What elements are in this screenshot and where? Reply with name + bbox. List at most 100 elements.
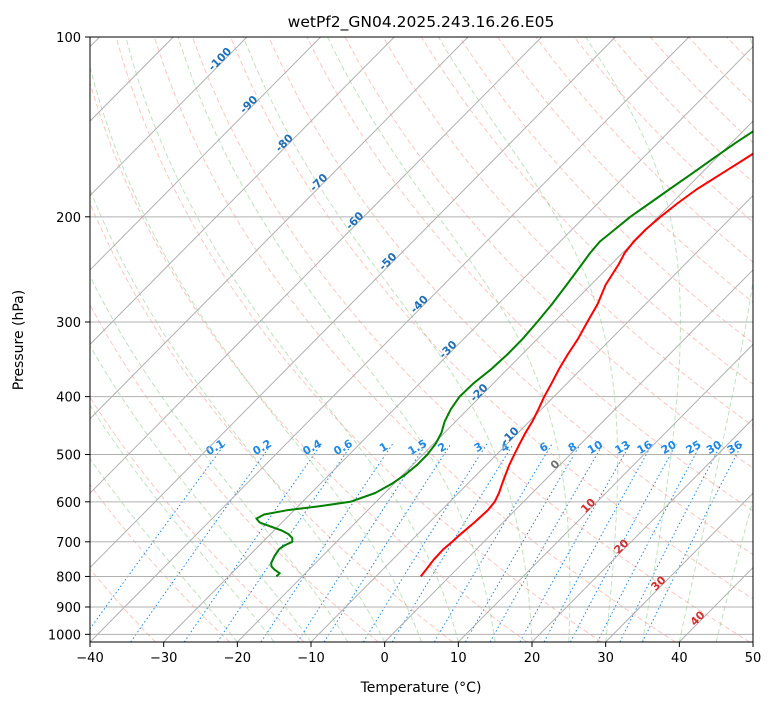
moist-adiabat [177, 37, 496, 642]
y-tick-label: 900 [56, 601, 81, 616]
mixing-ratio-label: 3 [472, 440, 485, 455]
dry-adiabat [230, 37, 753, 600]
dry-adiabat [306, 37, 753, 512]
isotherm-label-warm: 10 [578, 496, 598, 516]
x-tick-label: −20 [224, 651, 251, 666]
x-tick-label: 0 [381, 651, 389, 666]
mixing-ratio-line [323, 443, 452, 642]
y-tick-label: 200 [56, 211, 81, 226]
mixing-ratio-line [433, 443, 553, 642]
dry-adiabat [90, 303, 379, 642]
moist-adiabat [90, 457, 238, 642]
isotherm-line [310, 194, 753, 642]
isotherm-line [90, 37, 321, 271]
isotherm-line [90, 37, 395, 346]
isotherm-line [457, 343, 753, 642]
mixing-ratio-line [489, 443, 604, 642]
dry-adiabat [649, 37, 753, 144]
x-tick-label: 30 [597, 651, 614, 666]
mixing-ratio-line [569, 443, 677, 642]
isotherm-label: -100 [206, 45, 235, 74]
x-tick-label: −40 [76, 651, 103, 666]
isotherm-label: -80 [273, 131, 296, 154]
mixing-ratio-line [543, 443, 653, 642]
mixing-ratio-line [297, 443, 427, 642]
mixing-ratio-label: 1 [377, 440, 390, 455]
dry-adiabat [115, 37, 602, 642]
moist-adiabat [90, 404, 275, 642]
plot-area: 0.1 0.2 0.4 0.6 1 1.5 2 3 4 6 8 10 13 16 20 25 30 36-100-… [90, 37, 775, 642]
isotherm-label: -30 [436, 338, 459, 361]
y-axis-label: Pressure (hPa) [11, 290, 27, 390]
x-tick-label: 50 [745, 651, 762, 666]
isotherm-label-warm: 40 [688, 608, 708, 628]
mixing-ratio-line [183, 443, 322, 642]
isotherm-line [90, 37, 542, 494]
dry-adiabat [688, 37, 753, 105]
x-tick-label: 40 [671, 651, 688, 666]
isotherm-line [384, 269, 753, 642]
isotherm-line [90, 37, 690, 642]
moist-adiabat [678, 37, 753, 642]
moist-adiabat [125, 37, 459, 642]
isotherm-label: -60 [343, 209, 366, 232]
isotherm-label: -40 [408, 293, 431, 316]
dry-adiabat [726, 37, 753, 65]
dry-adiabat [344, 37, 753, 469]
y-tick-label: 300 [56, 316, 81, 331]
isotherm-line [236, 120, 753, 642]
isotherm-line [90, 37, 469, 420]
isotherm-line [752, 641, 753, 642]
isotherm-line [605, 492, 753, 642]
mixing-ratio-line [642, 443, 743, 642]
y-tick-label: 1000 [48, 628, 81, 643]
dewpoint-profile-line [255, 130, 753, 578]
chart-title: wetPf2_GN04.2025.243.16.26.E05 [288, 13, 555, 32]
x-tick-label: −30 [150, 651, 177, 666]
mixing-ratio-line [216, 443, 353, 642]
temperature-profile-line [420, 152, 753, 578]
dry-adiabat [90, 202, 453, 642]
x-axis-label: Temperature (°C) [360, 680, 482, 696]
dry-adiabat [90, 483, 231, 642]
mixing-ratio-label: 2 [436, 440, 449, 455]
isotherm-line [163, 46, 753, 642]
dry-adiabat [268, 37, 753, 556]
dry-adiabat [535, 37, 753, 263]
moist-adiabat [90, 188, 386, 642]
plot-frame [89, 36, 754, 643]
dry-adiabat [611, 37, 753, 183]
moist-adiabat [715, 498, 753, 642]
isotherm-line [90, 37, 616, 569]
isotherm-line [678, 566, 753, 642]
dry-adiabat [573, 37, 753, 223]
isotherm-line [531, 418, 753, 642]
isotherm-line [90, 37, 248, 197]
y-tick-label: 800 [56, 570, 81, 585]
isotherm-label-warm: 20 [611, 536, 631, 556]
dry-adiabat [459, 37, 753, 344]
dry-adiabat [90, 568, 156, 642]
moist-adiabat [585, 37, 681, 642]
isotherm-label: -90 [237, 93, 260, 116]
x-tick-label: 10 [450, 651, 467, 666]
y-tick-label: 100 [56, 31, 81, 46]
dry-adiabat [382, 37, 753, 427]
mixing-ratio-line [260, 443, 394, 642]
dry-adiabat [191, 37, 751, 642]
dry-adiabat [497, 37, 753, 303]
x-tick-label: 20 [524, 651, 541, 666]
dry-adiabat [765, 37, 775, 642]
y-tick-label: 600 [56, 496, 81, 511]
dry-adiabat [153, 37, 676, 642]
y-tick-label: 400 [56, 391, 81, 406]
dry-adiabat [90, 81, 528, 642]
moist-adiabat [327, 37, 571, 642]
mixing-ratio-line [596, 443, 702, 642]
y-tick-label: 500 [56, 449, 81, 464]
mixing-ratio-line [391, 443, 514, 642]
mixing-ratio-line [464, 443, 581, 642]
y-tick-label: 700 [56, 536, 81, 551]
dry-adiabat [90, 396, 305, 642]
